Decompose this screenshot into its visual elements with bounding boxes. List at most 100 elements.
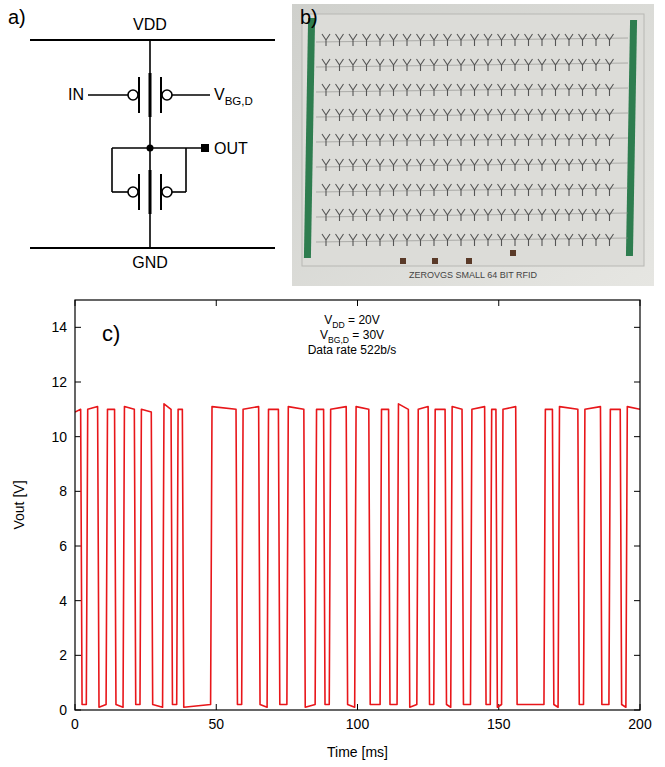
gate-cell [417,84,425,96]
gate-cell [336,34,344,46]
gate-cell [471,184,479,196]
gate-cell [498,234,506,246]
y-tick-label: 6 [59,538,67,554]
annotation: Data rate 522b/s [308,343,397,357]
gate-cell [390,84,398,96]
gate-cell [552,34,560,46]
panel-label: b) [300,6,318,28]
y-tick-label: 4 [59,593,67,609]
gate-cell [403,59,411,71]
gate-cell [538,34,546,46]
gate-cell [322,84,330,96]
x-tick [216,300,217,306]
x-tick [498,300,499,306]
wire [172,191,186,193]
gate-cell [322,34,330,46]
gate-cell [565,159,573,171]
x-tick-label: 100 [346,716,370,732]
gate-cell [322,59,330,71]
x-tick-label: 50 [208,716,224,732]
bias-label-main: V [214,86,225,103]
gate-cell [336,184,344,196]
gate-cell [349,184,357,196]
gate-cell [471,59,479,71]
x-axis-title: Time [ms] [327,744,388,760]
gate-cell [457,159,465,171]
plot-area [75,300,640,710]
gate-cell [498,134,506,146]
gate-cell [349,59,357,71]
wire [149,40,151,73]
gate-cell [376,109,384,121]
gate-cell [552,234,560,246]
x-tick-label: 0 [71,716,79,732]
gate-cell [417,209,425,221]
gate-cell [349,159,357,171]
bias-label-sub: BG,D [225,95,253,107]
gate-cell [484,84,492,96]
gate-cell [565,184,573,196]
gate-cell [403,134,411,146]
gate-cell [552,59,560,71]
gate-cell [390,159,398,171]
gate-cell [457,134,465,146]
gate-cell [511,109,519,121]
gate-cell [484,109,492,121]
y-tick [634,655,640,656]
photo: ZEROVGS SMALL 64 BIT RFIDb) [292,4,654,286]
gate-cell [498,184,506,196]
wire [112,191,128,193]
annotation-tail: = 30V [349,328,384,342]
gate-cell [592,184,600,196]
gate-cell [417,234,425,246]
gate-cell [376,209,384,221]
gate-cell [525,84,533,96]
gate-cell [552,84,560,96]
gate-cell [376,184,384,196]
gate-cell [430,34,438,46]
gate-cell [390,184,398,196]
gate-cell [538,209,546,221]
bias-label: VBG,D [214,86,253,107]
circuit: a)VDDGNDINVBG,DOUT [8,6,275,271]
gate-cell [363,109,371,121]
gate-cell [363,234,371,246]
y-axis-title: Vout [V] [11,480,27,529]
gate-cell [592,234,600,246]
gate-cell [457,234,465,246]
gate-cell [538,59,546,71]
gate-cell [390,59,398,71]
gate-bubble [162,90,172,100]
gate-cell [592,34,600,46]
gate-cell [579,209,587,221]
gate-cell [444,159,452,171]
gate-cell [565,234,573,246]
gnd-label: GND [132,254,168,271]
gate-cell [525,109,533,121]
gate-cell [322,159,330,171]
vdd-label: VDD [133,16,167,33]
gate-cell [336,159,344,171]
gnd-rail [30,247,275,249]
gate-cell [511,34,519,46]
y-tick [634,382,640,383]
gate-cell [349,134,357,146]
gate-cell [363,134,371,146]
figure: a)VDDGNDINVBG,DOUTZEROVGS SMALL 64 BIT R… [0,0,665,767]
gate-cell [457,34,465,46]
gate-cell [525,34,533,46]
annotation-tail: = 20V [345,313,380,327]
gate-cell [592,159,600,171]
gate-cell [417,34,425,46]
y-tick-label: 14 [51,319,67,335]
gate-cell [579,184,587,196]
gate-cell [430,134,438,146]
x-tick-label: 200 [628,716,652,732]
gate-cell [376,59,384,71]
signal-line [75,404,640,707]
y-tick [75,546,81,547]
wire [112,147,150,149]
gate-cell [471,34,479,46]
gate-cell [592,134,600,146]
wire [185,148,187,192]
